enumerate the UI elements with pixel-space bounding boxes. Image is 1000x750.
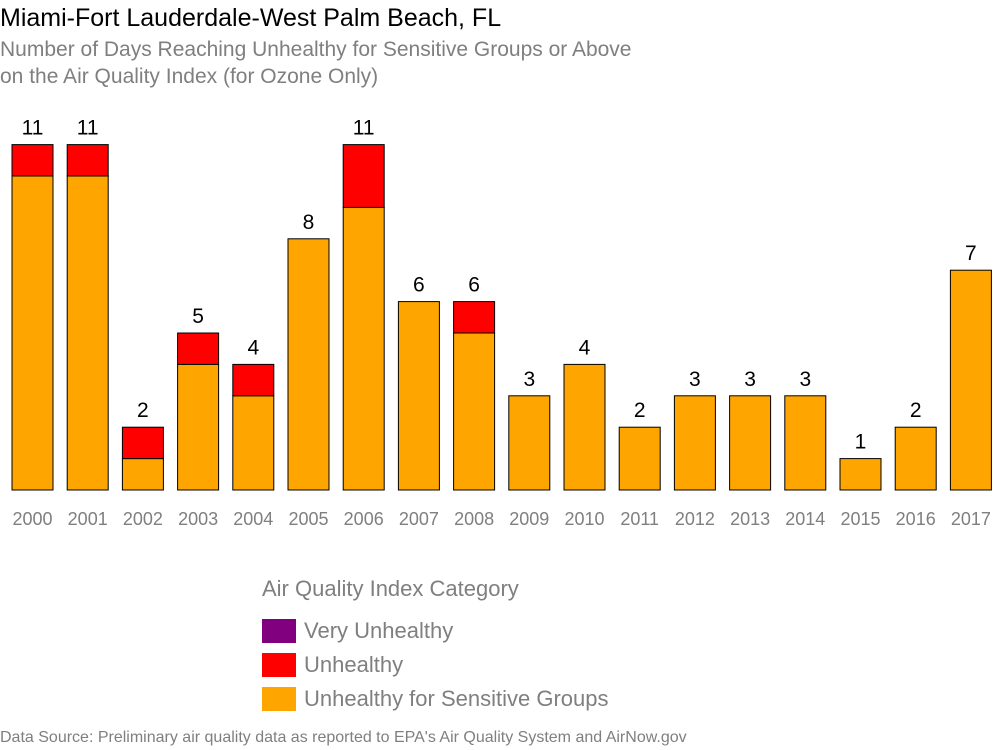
bar-chart: 11 2000 11 2001 2 2002 5 2003 4 2004 8 2005 11 2006 6 2… [11,117,992,529]
x-tick-label-2008: 2008 [454,509,494,529]
legend-swatch-very-unhealthy [262,619,296,643]
bar-total-label-2008: 6 [468,274,480,297]
bar-unhealthy-for-sensitive-groups-2000 [11,175,54,491]
bar-unhealthy-2006 [342,144,385,208]
bar-total-label-2013: 3 [744,368,756,391]
x-tick-label-2000: 2000 [12,509,52,529]
bar-unhealthy-for-sensitive-groups-2015 [839,458,882,491]
bar-total-label-2005: 8 [303,211,315,234]
bar-unhealthy-for-sensitive-groups-2012 [673,395,716,491]
bar-total-label-2001: 11 [77,117,99,140]
x-tick-label-2007: 2007 [399,509,439,529]
x-tick-label-2001: 2001 [68,509,108,529]
subtitle-line-2: on the Air Quality Index (for Ozone Only… [0,65,379,88]
bar-total-label-2000: 11 [22,117,44,140]
x-tick-label-2012: 2012 [675,509,715,529]
legend-item-usg: Unhealthy for Sensitive Groups [262,682,609,716]
bar-unhealthy-for-sensitive-groups-2009 [508,395,551,491]
bar-unhealthy-for-sensitive-groups-2007 [397,301,440,491]
x-tick-label-2016: 2016 [896,509,936,529]
chart-legend: Air Quality Index Category Very Unhealth… [262,576,609,716]
legend-label-unhealthy: Unhealthy [304,652,404,677]
legend-item-unhealthy: Unhealthy [262,648,609,682]
bar-total-label-2003: 5 [192,305,204,328]
x-tick-label-2006: 2006 [344,509,384,529]
bar-unhealthy-for-sensitive-groups-2011 [618,426,661,491]
subtitle-line-1: Number of Days Reaching Unhealthy for Se… [0,38,632,61]
bar-unhealthy-for-sensitive-groups-2005 [287,238,330,491]
chart-subtitle: Number of Days Reaching Unhealthy for Se… [0,36,632,90]
bar-total-label-2004: 4 [247,336,259,359]
x-tick-label-2002: 2002 [123,509,163,529]
legend-item-very-unhealthy: Very Unhealthy [262,614,609,648]
bar-unhealthy-for-sensitive-groups-2010 [563,363,606,491]
bar-unhealthy-for-sensitive-groups-2002 [121,458,164,491]
x-tick-label-2011: 2011 [620,509,659,529]
x-tick-label-2017: 2017 [951,509,991,529]
x-tick-label-2004: 2004 [233,509,273,529]
chart-title: Miami-Fort Lauderdale-West Palm Beach, F… [0,4,502,32]
x-tick-label-2009: 2009 [509,509,549,529]
bar-total-label-2009: 3 [523,368,535,391]
bar-unhealthy-for-sensitive-groups-2003 [177,363,220,491]
bar-total-label-2016: 2 [910,399,922,422]
legend-title: Air Quality Index Category [262,576,519,601]
data-source-note: Data Source: Preliminary air quality dat… [0,729,687,746]
bar-total-label-2002: 2 [137,399,149,422]
bar-unhealthy-2008 [453,301,496,334]
bar-total-label-2011: 2 [634,399,646,422]
bar-total-label-2015: 1 [855,431,867,454]
bar-total-label-2017: 7 [965,242,977,265]
bar-unhealthy-for-sensitive-groups-2001 [66,175,109,491]
bar-total-label-2007: 6 [413,274,425,297]
x-tick-label-2010: 2010 [564,509,604,529]
bar-unhealthy-for-sensitive-groups-2008 [453,332,496,491]
bar-unhealthy-2002 [121,426,164,460]
bar-unhealthy-for-sensitive-groups-2004 [232,395,275,491]
legend-label-very-unhealthy: Very Unhealthy [304,618,454,643]
legend-swatch-unhealthy [262,653,296,677]
x-tick-label-2003: 2003 [178,509,218,529]
bar-unhealthy-for-sensitive-groups-2006 [342,206,385,491]
bar-total-label-2010: 4 [579,336,591,359]
bar-unhealthy-for-sensitive-groups-2014 [784,395,827,491]
bar-unhealthy-2004 [232,363,275,397]
legend-swatch-usg [262,687,296,711]
x-tick-label-2014: 2014 [785,509,825,529]
bar-unhealthy-for-sensitive-groups-2016 [894,426,937,491]
x-tick-label-2005: 2005 [288,509,328,529]
x-tick-label-2013: 2013 [730,509,770,529]
bar-total-label-2006: 11 [353,117,375,140]
bar-unhealthy-for-sensitive-groups-2017 [949,269,992,491]
bar-unhealthy-for-sensitive-groups-2013 [729,395,772,491]
bar-unhealthy-2001 [66,144,109,177]
bar-total-label-2014: 3 [799,368,811,391]
bar-unhealthy-2003 [177,332,220,365]
x-tick-label-2015: 2015 [840,509,880,529]
bar-unhealthy-2000 [11,144,54,177]
legend-label-usg: Unhealthy for Sensitive Groups [304,686,609,711]
bar-total-label-2012: 3 [689,368,701,391]
